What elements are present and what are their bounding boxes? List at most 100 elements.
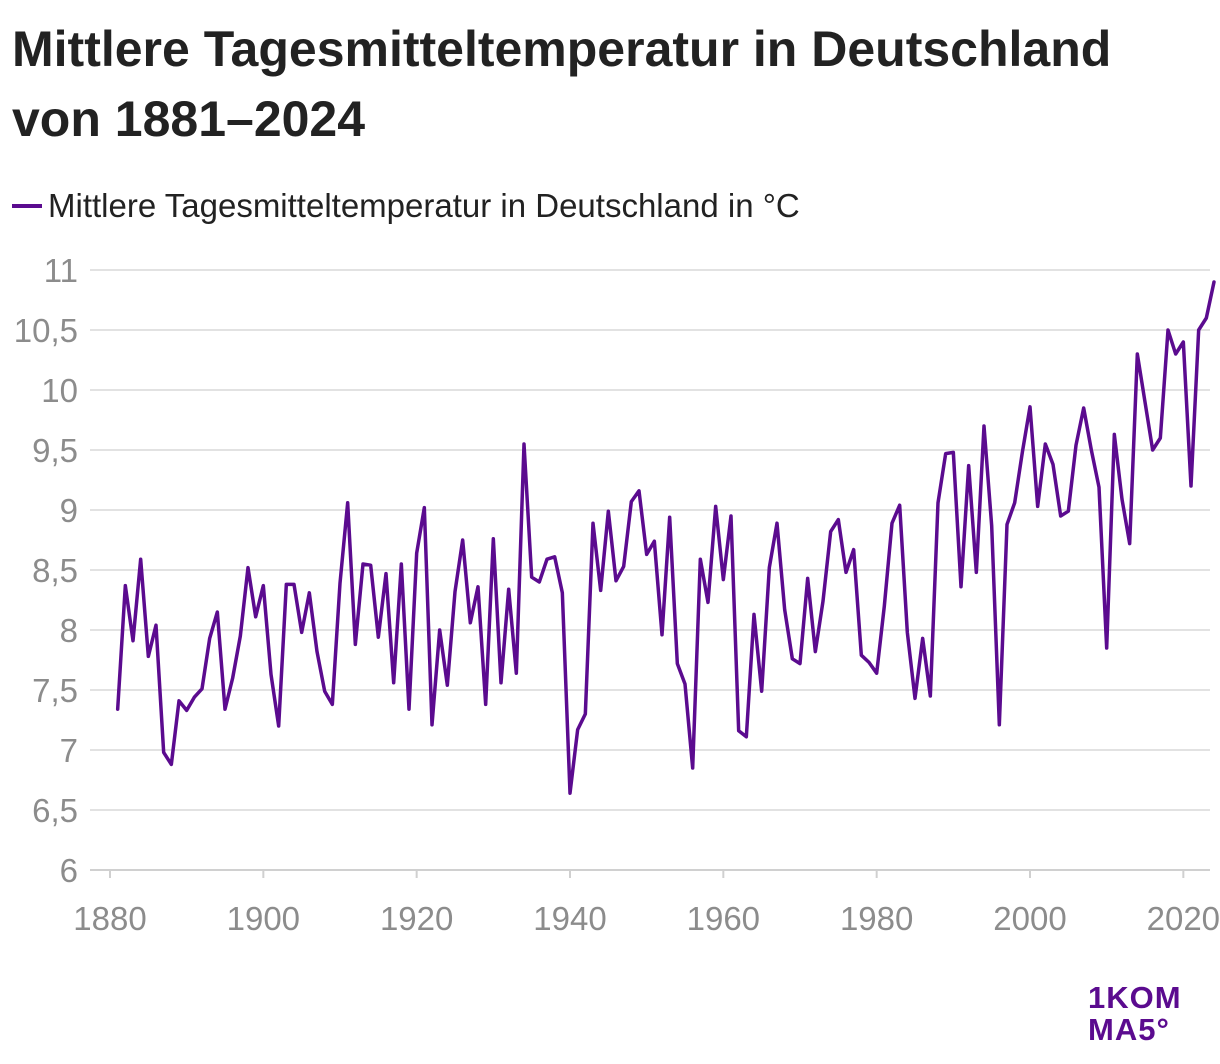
data-point — [484, 703, 487, 706]
data-point — [1090, 449, 1093, 452]
data-point — [270, 673, 273, 676]
data-point — [377, 636, 380, 639]
data-point — [898, 504, 901, 507]
data-point — [1213, 281, 1216, 284]
data-point — [638, 489, 641, 492]
data-point — [438, 629, 441, 632]
data-point — [339, 582, 342, 585]
data-point — [293, 583, 296, 586]
data-point — [1144, 401, 1147, 404]
data-point — [783, 608, 786, 611]
data-point — [576, 728, 579, 731]
data-point — [1159, 437, 1162, 440]
data-point — [362, 563, 365, 566]
data-point — [584, 713, 587, 716]
data-point — [262, 584, 265, 587]
data-point — [1105, 647, 1108, 650]
data-point — [914, 697, 917, 700]
data-point — [622, 565, 625, 568]
data-point — [998, 723, 1001, 726]
y-tick-label: 6 — [60, 852, 78, 889]
data-point — [1052, 463, 1055, 466]
data-point — [546, 558, 549, 561]
data-point — [745, 735, 748, 738]
data-point — [1082, 407, 1085, 410]
data-point — [193, 696, 196, 699]
data-point — [201, 687, 204, 690]
data-point — [300, 631, 303, 634]
data-point — [760, 690, 763, 693]
series-layer — [115, 280, 1216, 795]
data-point — [599, 589, 602, 592]
data-point — [216, 611, 219, 614]
data-point — [737, 729, 740, 732]
data-point — [768, 566, 771, 569]
data-point — [929, 695, 932, 698]
data-point — [231, 677, 234, 680]
series-line — [115, 280, 1216, 795]
data-point — [668, 516, 671, 519]
data-point — [1205, 317, 1208, 320]
data-point — [684, 683, 687, 686]
data-point — [891, 522, 894, 525]
data-point — [277, 725, 280, 728]
data-point — [461, 539, 464, 542]
data-point — [960, 585, 963, 588]
legend-label: Mittlere Tagesmitteltemperatur in Deutsc… — [48, 187, 800, 224]
data-point — [1013, 501, 1016, 504]
data-point — [653, 540, 656, 543]
data-point — [776, 522, 779, 525]
data-point — [1075, 444, 1078, 447]
data-point — [1121, 498, 1124, 501]
data-point — [699, 558, 702, 561]
data-point — [791, 657, 794, 660]
data-point — [354, 643, 357, 646]
data-point — [1167, 329, 1170, 332]
brand-logo: 1KOM MA5° — [1088, 982, 1200, 1046]
legend: Mittlere Tagesmitteltemperatur in Deutsc… — [12, 186, 800, 226]
data-point — [469, 621, 472, 624]
data-point — [132, 639, 135, 642]
data-point — [952, 451, 955, 454]
x-tick-label: 2020 — [1147, 900, 1220, 937]
data-point — [247, 566, 250, 569]
data-point — [730, 515, 733, 518]
data-point — [852, 548, 855, 551]
data-point — [868, 661, 871, 664]
data-point — [492, 537, 495, 540]
data-point — [124, 584, 127, 587]
x-tick-label: 1880 — [73, 900, 146, 937]
data-point — [285, 583, 288, 586]
data-point — [1136, 353, 1139, 356]
data-point — [806, 577, 809, 580]
data-point — [385, 572, 388, 575]
data-point — [239, 635, 242, 638]
data-point — [990, 524, 993, 527]
data-point — [1036, 505, 1039, 508]
data-point — [845, 571, 848, 574]
data-point — [1021, 451, 1024, 454]
data-point — [446, 684, 449, 687]
data-point — [937, 501, 940, 504]
x-axis: 1880 1900 1920 1940 1960 1980 2000 2020 — [73, 869, 1220, 937]
data-point — [308, 591, 311, 594]
x-tick-label: 2000 — [993, 900, 1066, 937]
data-point — [553, 555, 556, 558]
x-tick-label: 1980 — [840, 900, 913, 937]
data-point — [500, 681, 503, 684]
data-point — [147, 655, 150, 658]
y-tick-label: 10 — [41, 372, 78, 409]
data-point — [1197, 329, 1200, 332]
data-point — [507, 588, 510, 591]
y-tick-label: 6,5 — [32, 792, 78, 829]
data-point — [392, 681, 395, 684]
data-point — [316, 650, 319, 653]
data-point — [423, 506, 426, 509]
y-axis-ticks: 6 6,5 7 7,5 8 8,5 9 9,5 10 10,5 11 — [14, 252, 78, 889]
data-point — [170, 763, 173, 766]
data-point — [1113, 433, 1116, 436]
data-point — [408, 708, 411, 711]
data-point — [707, 601, 710, 604]
data-point — [814, 650, 817, 653]
data-point — [921, 637, 924, 640]
